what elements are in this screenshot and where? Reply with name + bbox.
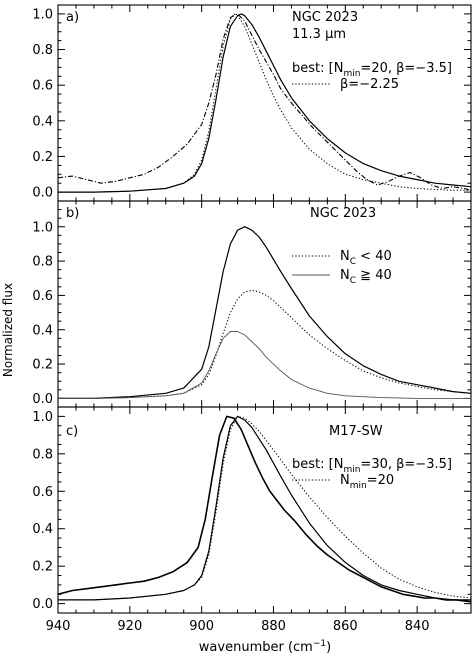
x-tick-label: 920 — [117, 619, 142, 634]
panel-a-ytick-labels: 0.0 0.2 0.4 0.6 0.8 1.0 — [32, 7, 53, 200]
y-tick-label: 0.0 — [32, 186, 53, 201]
y-axis-label: Normalized flux — [1, 283, 15, 377]
x-tick-label: 940 — [46, 619, 71, 634]
y-tick-label: 0.8 — [32, 43, 53, 58]
x-tick-label: 900 — [189, 619, 214, 634]
y-tick-label: 0.6 — [32, 289, 53, 304]
x-tick-label: 860 — [333, 619, 358, 634]
y-tick-label: 1.0 — [32, 220, 53, 235]
panel-label: b) — [66, 206, 79, 221]
legend-dotted-label: Nmin=20 — [340, 473, 394, 491]
y-tick-label: 0.2 — [32, 358, 53, 373]
panel-b-frame — [57, 200, 472, 408]
legend-dotted-label: NC < 40 — [340, 249, 392, 267]
series-line — [58, 415, 471, 601]
x-tick-label: 880 — [261, 619, 286, 634]
legend-best: best: [Nmin=30, β=−3.5] — [292, 457, 452, 475]
y-tick-label: 0.0 — [32, 392, 53, 407]
y-tick-label: 0.8 — [32, 255, 53, 270]
series-line — [58, 415, 472, 601]
legend-dotted-label: β=−2.25 — [340, 77, 399, 92]
y-tick-label: 0.8 — [32, 447, 53, 462]
y-tick-label: 1.0 — [32, 410, 53, 425]
legend-solid-label: NC ≧ 40 — [340, 268, 392, 286]
panel-label: a) — [66, 10, 79, 25]
series-line — [58, 13, 471, 193]
band-annotation: 11.3 μm — [292, 27, 346, 42]
object-annotation: M17-SW — [329, 424, 383, 439]
x-tick-label: 840 — [405, 619, 430, 634]
panel-a-series — [57, 13, 472, 193]
object-annotation: NGC 2023 — [310, 206, 376, 221]
panel-c-ticks — [57, 406, 472, 614]
y-tick-label: 0.4 — [32, 323, 53, 338]
panel-a: 0.0 0.2 0.4 0.6 0.8 1.0 a) NGC 2023 11.3 μm b… — [32, 4, 472, 202]
series-line — [58, 289, 472, 399]
panel-label: c) — [66, 424, 78, 439]
y-tick-label: 0.4 — [32, 522, 53, 537]
object-annotation: NGC 2023 — [292, 10, 358, 25]
y-tick-label: 0.6 — [32, 79, 53, 94]
series-line — [58, 13, 472, 193]
panel-a-frame — [57, 4, 472, 202]
series-line — [58, 226, 472, 399]
series-line — [58, 331, 471, 399]
panel-c: 0.0 0.2 0.4 0.6 0.8 1.0 c) M17-SW best: [Nmin… — [32, 406, 472, 614]
panel-c-series — [57, 415, 472, 603]
y-tick-label: 0.2 — [32, 150, 53, 165]
panel-b-series — [58, 226, 472, 399]
series-line — [57, 415, 472, 603]
y-tick-label: 0.2 — [32, 560, 53, 575]
x-tick-labels: 940 920 900 880 860 840 — [46, 619, 430, 634]
y-tick-label: 1.0 — [32, 7, 53, 22]
y-tick-label: 0.4 — [32, 114, 53, 129]
panel-a-ticks — [57, 4, 472, 202]
panel-b-ticks — [57, 200, 472, 408]
y-tick-label: 0.0 — [32, 597, 53, 612]
panel-b-ytick-labels: 0.0 0.2 0.4 0.6 0.8 1.0 — [32, 220, 53, 407]
panel-c-ytick-labels: 0.0 0.2 0.4 0.6 0.8 1.0 — [32, 410, 53, 612]
panel-b: 0.0 0.2 0.4 0.6 0.8 1.0 b) NGC 2023 NC < 40 N… — [32, 200, 472, 408]
y-tick-label: 0.6 — [32, 485, 53, 500]
x-axis-label: wavenumber (cm−1) — [199, 639, 331, 655]
legend-best: best: [Nmin=20, β=−3.5] — [292, 61, 452, 79]
series-line — [57, 13, 472, 191]
